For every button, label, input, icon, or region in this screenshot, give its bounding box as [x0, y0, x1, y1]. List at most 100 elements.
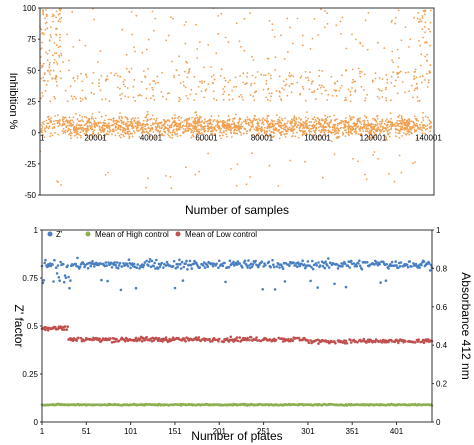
- data-point: [51, 15, 54, 18]
- data-point: [165, 39, 168, 42]
- data-point: [121, 130, 124, 133]
- data-point: [219, 134, 221, 137]
- data-point: [155, 119, 157, 122]
- data-point: [386, 118, 388, 121]
- data-point: [45, 125, 48, 128]
- data-point: [42, 76, 45, 79]
- data-point: [426, 59, 428, 62]
- z-factor-point: [63, 274, 67, 277]
- data-point: [421, 75, 424, 78]
- data-point: [112, 117, 115, 119]
- low-control-point: [274, 338, 278, 342]
- data-point: [404, 91, 406, 94]
- data-point: [60, 54, 63, 57]
- data-point: [200, 116, 202, 119]
- data-point: [371, 79, 374, 82]
- data-point: [185, 125, 188, 128]
- data-point: [260, 126, 263, 128]
- x-tick-label: 100001: [304, 134, 331, 143]
- data-point: [366, 119, 369, 122]
- data-point: [217, 32, 220, 35]
- z-factor-point: [428, 262, 431, 265]
- data-point: [262, 88, 265, 91]
- data-point: [87, 129, 90, 131]
- data-point: [200, 123, 202, 126]
- data-point: [57, 133, 60, 136]
- data-point: [194, 121, 197, 124]
- data-point: [193, 118, 196, 121]
- data-point: [255, 126, 257, 129]
- data-point: [322, 119, 324, 121]
- data-point: [264, 131, 267, 133]
- data-point: [416, 96, 419, 98]
- data-point: [254, 76, 257, 79]
- data-point: [230, 123, 233, 126]
- data-point: [324, 125, 327, 128]
- data-point: [201, 82, 203, 84]
- z-factor-point: [341, 265, 344, 268]
- data-point: [115, 129, 117, 132]
- data-point: [76, 123, 78, 125]
- data-point: [317, 138, 320, 141]
- data-point: [120, 133, 123, 136]
- x-tick-label: 40001: [140, 134, 163, 143]
- low-control-point: [61, 328, 64, 331]
- data-point: [360, 126, 362, 129]
- data-point: [185, 60, 188, 63]
- data-point: [351, 81, 354, 84]
- data-point: [357, 67, 360, 70]
- data-point: [48, 71, 51, 73]
- data-point: [42, 123, 45, 125]
- z-factor-point: [250, 265, 254, 268]
- data-point: [385, 99, 388, 102]
- data-point: [123, 127, 126, 130]
- data-point: [373, 151, 376, 153]
- data-point: [103, 124, 106, 127]
- data-point: [203, 130, 206, 132]
- data-point: [429, 130, 432, 133]
- data-point: [238, 130, 241, 133]
- data-point: [161, 72, 164, 74]
- data-point: [76, 132, 79, 135]
- data-point: [98, 85, 100, 87]
- data-point: [217, 15, 220, 17]
- data-point: [61, 130, 64, 132]
- data-point: [304, 125, 307, 128]
- data-point: [351, 129, 354, 131]
- data-point: [86, 126, 89, 129]
- data-point: [53, 14, 55, 17]
- data-point: [207, 152, 210, 155]
- data-point: [170, 187, 173, 190]
- data-point: [124, 123, 127, 126]
- data-point: [235, 126, 238, 129]
- data-point: [155, 127, 158, 130]
- data-point: [223, 126, 226, 129]
- data-point: [76, 130, 79, 133]
- data-point: [313, 18, 316, 20]
- data-point: [374, 77, 377, 80]
- data-point: [72, 129, 75, 131]
- data-point: [40, 77, 42, 80]
- data-point: [429, 44, 431, 47]
- data-point: [54, 115, 57, 117]
- data-point: [375, 133, 378, 136]
- data-point: [150, 127, 153, 130]
- z-factor-point: [211, 264, 215, 268]
- x-tick-label: 1: [40, 134, 45, 143]
- data-point: [242, 98, 245, 101]
- data-point: [162, 95, 164, 98]
- data-point: [152, 131, 155, 133]
- data-point: [198, 130, 201, 133]
- z-factor-point: [357, 262, 360, 265]
- x-tick-label: 301: [301, 427, 315, 436]
- data-point: [145, 97, 148, 99]
- data-point: [119, 124, 121, 127]
- data-point: [398, 122, 401, 125]
- data-point: [153, 29, 155, 32]
- z-factor-point: [52, 280, 55, 283]
- y-axis-label: Inhibition %: [7, 73, 19, 130]
- data-point: [218, 126, 221, 129]
- data-point: [266, 122, 269, 125]
- data-point: [304, 99, 307, 102]
- data-point: [302, 121, 305, 124]
